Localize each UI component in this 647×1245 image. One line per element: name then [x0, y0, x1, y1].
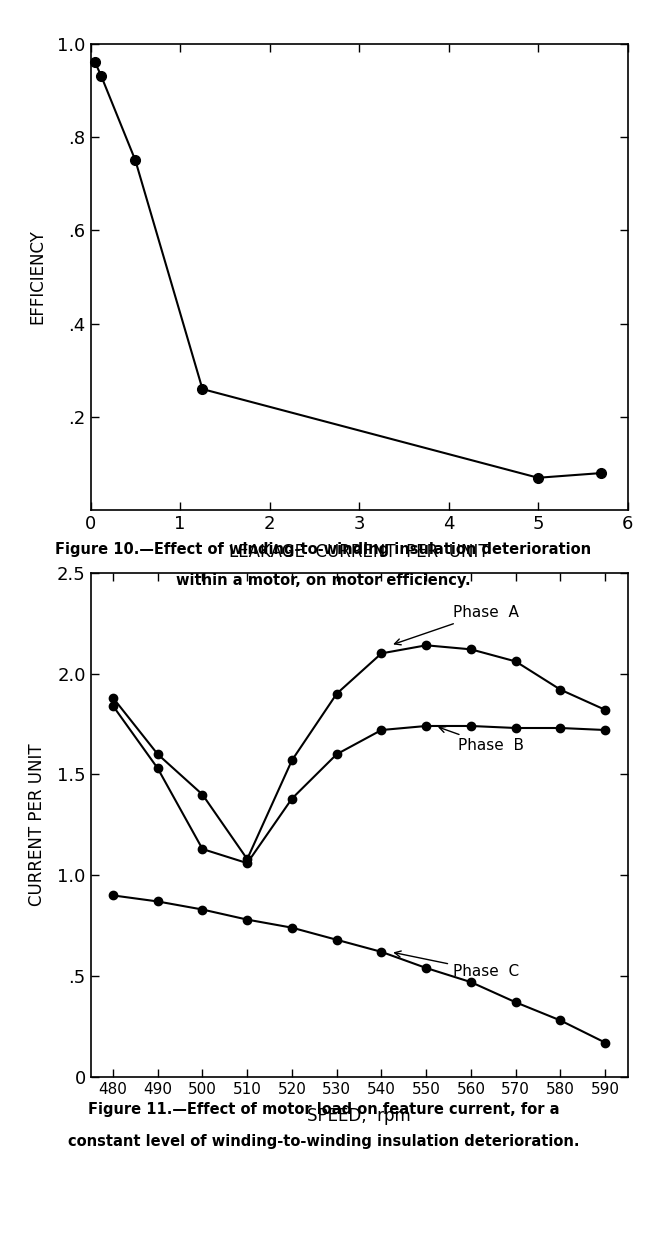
Text: Phase  C: Phase C — [395, 951, 519, 979]
X-axis label: LEAKAGE  CURRENT  PER  UNIT: LEAKAGE CURRENT PER UNIT — [229, 543, 489, 561]
X-axis label: SPEED,  rpm: SPEED, rpm — [307, 1107, 411, 1124]
Text: Figure 10.—Effect of winding-to-winding insulation deterioration: Figure 10.—Effect of winding-to-winding … — [56, 542, 591, 557]
Y-axis label: EFFICIENCY: EFFICIENCY — [28, 229, 46, 325]
Text: Figure 11.—Effect of motor load on feature current, for a: Figure 11.—Effect of motor load on featu… — [88, 1102, 559, 1117]
Text: Phase  B: Phase B — [439, 727, 523, 753]
Text: within a motor, on motor efficiency.: within a motor, on motor efficiency. — [176, 573, 471, 588]
Text: constant level of winding-to-winding insulation deterioration.: constant level of winding-to-winding ins… — [68, 1134, 579, 1149]
Text: Phase  A: Phase A — [395, 605, 519, 645]
Y-axis label: CURRENT PER UNIT: CURRENT PER UNIT — [28, 743, 46, 906]
